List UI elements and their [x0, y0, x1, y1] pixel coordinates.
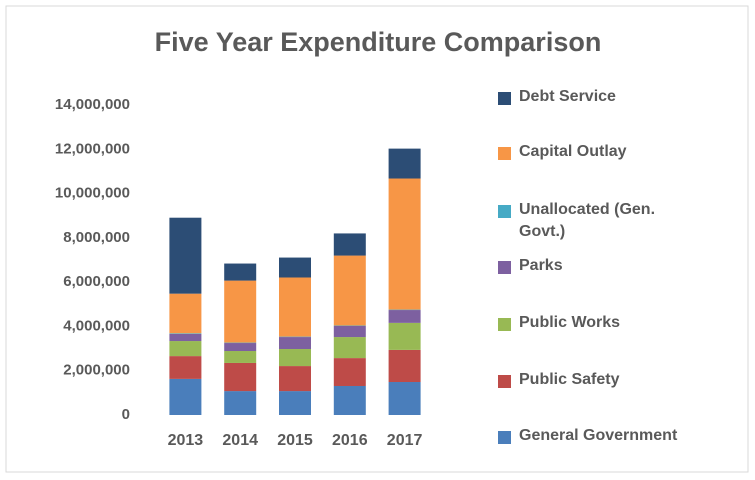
bar-segment — [224, 343, 257, 352]
bar-segment — [333, 233, 366, 256]
x-tick-label: 2015 — [277, 432, 313, 449]
legend-label: Public Works — [519, 314, 621, 331]
bar-segment — [224, 391, 257, 415]
y-tick-label: 4,000,000 — [63, 317, 130, 334]
x-tick-label: 2016 — [332, 432, 368, 449]
bar-segment — [388, 349, 421, 383]
bar-segment — [388, 382, 421, 415]
x-tick-label: 2014 — [222, 432, 258, 449]
bar-segment — [333, 337, 366, 359]
bar-segment — [279, 257, 311, 278]
bar-segment — [279, 366, 311, 392]
legend-label: Public Safety — [519, 371, 620, 388]
bar-segment — [279, 337, 311, 350]
bar-segment — [169, 333, 202, 342]
bar-segment — [224, 280, 257, 343]
legend-swatch — [498, 318, 511, 331]
legend-label: Debt Service — [519, 88, 616, 105]
y-tick-label: 12,000,000 — [55, 140, 130, 157]
legend-swatch — [498, 147, 511, 160]
x-tick-label: 2017 — [387, 432, 423, 449]
bar-segment — [333, 255, 366, 326]
x-tick-label: 2013 — [168, 432, 204, 449]
legend-entry: Public Safety — [498, 371, 738, 391]
bar-segment — [388, 322, 421, 350]
legend-swatch — [498, 261, 511, 274]
y-tick-label: 6,000,000 — [63, 273, 130, 290]
legend-entry: Unallocated (Gen. Govt.) — [498, 201, 738, 243]
y-tick-label: 2,000,000 — [63, 362, 130, 379]
bar-segment — [279, 349, 311, 367]
legend-label: Capital Outlay — [519, 143, 627, 160]
bar-segment — [169, 356, 202, 379]
bar-segment — [224, 351, 257, 363]
chart-title: Five Year Expenditure Comparison — [155, 27, 602, 57]
y-tick-label: 8,000,000 — [63, 229, 130, 246]
bar-segment — [333, 358, 366, 386]
bar-segment — [388, 178, 421, 310]
legend-label: Parks — [519, 257, 563, 274]
y-tick-label: 14,000,000 — [55, 96, 130, 113]
bar-segment — [169, 293, 202, 334]
bar-segment — [333, 385, 366, 415]
legend-swatch — [498, 205, 511, 218]
bar-segment — [169, 341, 202, 357]
y-tick-label: 10,000,000 — [55, 185, 130, 202]
bar-segment — [224, 362, 257, 392]
bar-segment — [388, 310, 421, 323]
bar-segment — [169, 378, 202, 415]
legend-entry: Public Works — [498, 314, 738, 334]
bar-segment — [388, 148, 421, 179]
bar-segment — [169, 333, 202, 334]
bar-segment — [279, 277, 311, 337]
legend-swatch — [498, 375, 511, 388]
bar-segment — [333, 325, 366, 338]
bar-segment — [279, 391, 311, 415]
legend-label: Unallocated (Gen. Govt.) — [519, 201, 656, 240]
frame — [5, 5, 749, 473]
bar-segment — [224, 263, 257, 281]
legend-swatch — [498, 431, 511, 444]
legend-label: General Government — [519, 427, 678, 444]
legend-entry: Debt Service — [498, 88, 738, 108]
legend-entry: General Government — [498, 427, 738, 447]
legend-entry: Capital Outlay — [498, 143, 738, 163]
legend-swatch — [498, 92, 511, 105]
bar-segment — [169, 217, 202, 294]
y-tick-label: 0 — [122, 406, 130, 423]
legend-entry: Parks — [498, 257, 738, 277]
